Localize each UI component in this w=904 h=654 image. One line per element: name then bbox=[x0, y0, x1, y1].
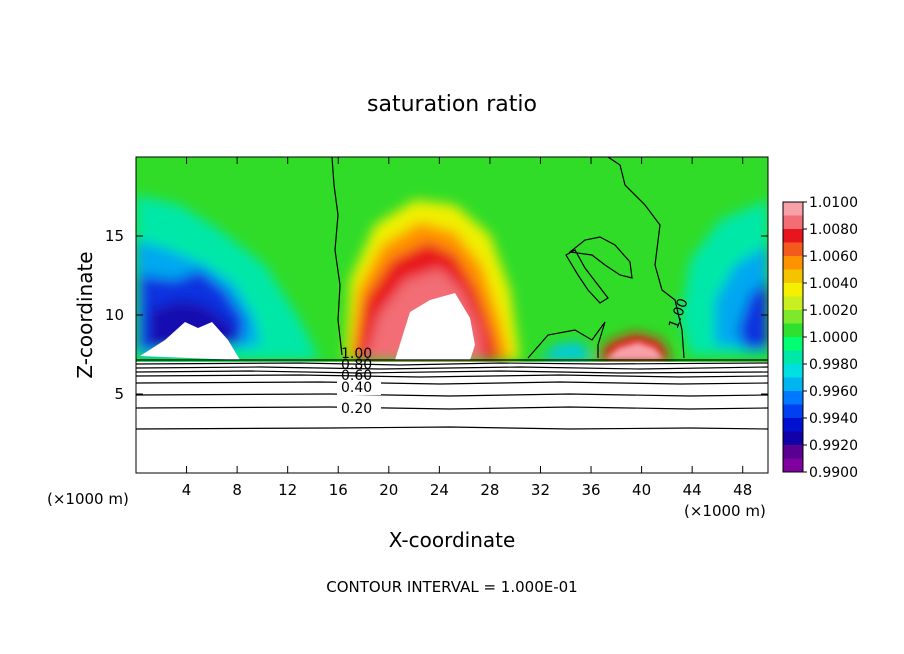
field-white-hole-center bbox=[395, 293, 475, 360]
x-tick-label: 12 bbox=[278, 481, 297, 499]
colorbar-swatch bbox=[783, 269, 803, 284]
x-tick-label: 8 bbox=[232, 481, 242, 499]
colorbar-swatch bbox=[783, 445, 803, 459]
contour-label-0-60: 0.60 bbox=[341, 368, 372, 384]
x-unit-right: (×1000 m) bbox=[684, 502, 766, 520]
colorbar-swatch bbox=[783, 202, 803, 216]
colorbar-swatch bbox=[783, 337, 803, 351]
y-tick-label: 15 bbox=[105, 227, 124, 245]
contour-line-2 bbox=[136, 366, 768, 370]
x-tick-label: 44 bbox=[683, 481, 702, 499]
x-tick-label: 32 bbox=[531, 481, 550, 499]
field-white-hole-left bbox=[140, 322, 240, 360]
contour-interval-note: CONTOUR INTERVAL = 1.000E-01 bbox=[326, 578, 577, 596]
colorbar-label: 1.0020 bbox=[809, 303, 858, 319]
field-clear-below-base bbox=[136, 362, 768, 473]
colorbar-swatch bbox=[783, 256, 803, 270]
field-right-bump-pink bbox=[605, 342, 664, 360]
colorbar-swatch bbox=[783, 229, 803, 243]
contour-line-5 bbox=[136, 381, 768, 385]
contour-line-8 bbox=[136, 426, 768, 430]
colorbar-label: 1.0040 bbox=[809, 276, 858, 292]
contour-1-00-right bbox=[607, 157, 685, 359]
colorbar-swatch bbox=[783, 458, 803, 473]
colorbar-label: 1.0060 bbox=[809, 249, 858, 265]
x-tick-label: 48 bbox=[733, 481, 752, 499]
contour-line-7 bbox=[136, 406, 768, 410]
colorbar-labels: 1.0100 1.0080 1.0060 1.0040 1.0020 1.0000 0.99… bbox=[803, 195, 858, 481]
colorbar-swatch bbox=[783, 377, 803, 392]
colorbar-swatch bbox=[783, 215, 803, 230]
colorbar-swatch bbox=[783, 296, 803, 311]
chart-title: saturation ratio bbox=[367, 92, 537, 117]
colorbar-swatch bbox=[783, 323, 803, 338]
plot-area: 1.00 0.80 0.60 0.40 0.20 1.00 bbox=[136, 157, 768, 473]
y-axis-title: Z-coordinate bbox=[73, 251, 97, 378]
colorbar-swatch bbox=[783, 364, 803, 378]
colorbar-label: 0.9960 bbox=[809, 384, 858, 400]
y-axis: 5 10 15 bbox=[105, 227, 768, 403]
contour-1-00-lower bbox=[527, 321, 606, 359]
colorbar-label: 0.9940 bbox=[809, 411, 858, 427]
colorbar-swatch bbox=[783, 242, 803, 257]
x-tick-label: 40 bbox=[632, 481, 651, 499]
colorbar bbox=[782, 201, 804, 473]
colorbar-label: 0.9920 bbox=[809, 438, 858, 454]
x-tick-label: 4 bbox=[182, 481, 192, 499]
colorbar-label: 0.9900 bbox=[809, 465, 858, 481]
colorbar-label: 1.0000 bbox=[809, 330, 858, 346]
colorbar-label: 1.0080 bbox=[809, 222, 858, 238]
contour-line-1 bbox=[136, 362, 768, 366]
contour-line-3 bbox=[136, 370, 768, 374]
field-right-deep-blue bbox=[738, 280, 768, 350]
saturation-field bbox=[136, 157, 768, 473]
x-unit-left: (×1000 m) bbox=[47, 490, 129, 508]
colorbar-label: 0.9980 bbox=[809, 357, 858, 373]
contour-label-bg bbox=[337, 379, 381, 395]
x-axis: 4 8 12 16 20 24 28 32 36 40 44 48 bbox=[182, 157, 752, 499]
x-tick-label: 16 bbox=[329, 481, 348, 499]
contour-lines bbox=[136, 157, 768, 430]
contour-label-0-40: 0.40 bbox=[341, 380, 372, 396]
x-axis-title: X-coordinate bbox=[389, 528, 516, 552]
contour-label-bg bbox=[337, 398, 381, 414]
x-tick-label: 36 bbox=[581, 481, 600, 499]
contour-label-0-20: 0.20 bbox=[341, 401, 372, 417]
x-tick-label: 20 bbox=[379, 481, 398, 499]
contour-line-6 bbox=[136, 393, 768, 397]
colorbar-swatch bbox=[783, 283, 803, 297]
colorbar-label: 1.0100 bbox=[809, 195, 858, 211]
contour-line-4 bbox=[136, 374, 768, 378]
y-tick-label: 5 bbox=[114, 385, 124, 403]
contour-1-00-loop-a bbox=[568, 236, 633, 279]
y-tick-label: 10 bbox=[105, 306, 124, 324]
contour-label-1-00: 1.00 bbox=[341, 346, 372, 362]
x-tick-label: 28 bbox=[480, 481, 499, 499]
colorbar-swatch bbox=[783, 391, 803, 405]
colorbar-swatch bbox=[783, 404, 803, 419]
field-cyan-patch bbox=[540, 342, 595, 360]
x-tick-label: 24 bbox=[430, 481, 449, 499]
contour-1-00-left bbox=[331, 157, 343, 356]
contour-label-0-80: 0.80 bbox=[341, 357, 372, 373]
colorbar-swatch bbox=[783, 310, 803, 324]
contour-1-00-loop-b bbox=[565, 249, 609, 304]
colorbar-swatch bbox=[783, 418, 803, 432]
colorbar-swatch bbox=[783, 350, 803, 365]
colorbar-swatch bbox=[783, 431, 803, 446]
